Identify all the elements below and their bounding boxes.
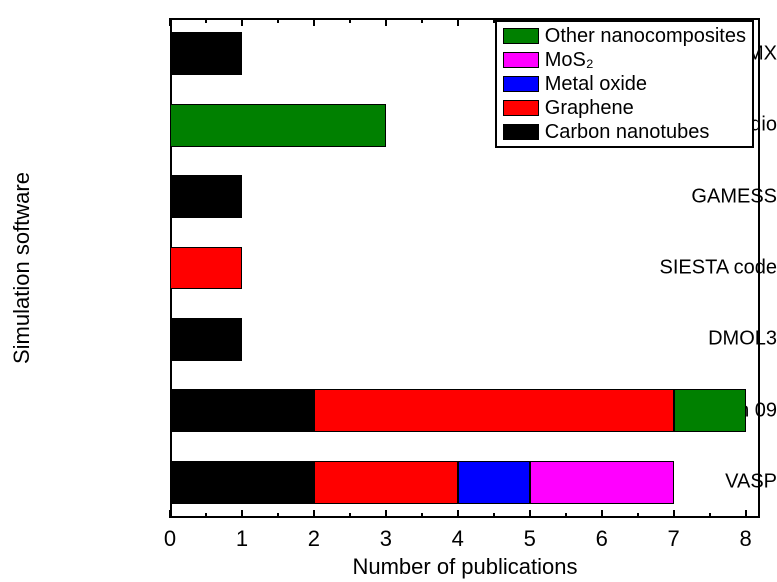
bar-segment: [170, 247, 242, 290]
tick-mark: [709, 513, 711, 518]
legend-swatch: [503, 76, 539, 92]
bar-segment: [170, 461, 314, 504]
tick-mark: [493, 513, 495, 518]
legend-label: Carbon nanotubes: [545, 120, 710, 144]
y-tick-label: DMOL3: [619, 328, 777, 351]
legend-item: Graphene: [503, 96, 746, 120]
bar-segment: [458, 461, 530, 504]
bar-segment: [170, 318, 242, 361]
legend-label: Metal oxide: [545, 72, 647, 96]
tick-mark: [241, 510, 243, 518]
y-axis-label: Simulation software: [9, 18, 35, 518]
tick-mark: [421, 18, 423, 23]
tick-mark: [745, 510, 747, 518]
x-tick-label: 7: [668, 526, 680, 552]
bar-segment: [170, 389, 314, 432]
tick-mark: [205, 513, 207, 518]
legend-swatch: [503, 124, 539, 140]
bar-segment: [314, 461, 458, 504]
tick-mark: [313, 510, 315, 518]
legend-label: Other nanocomposites: [545, 24, 746, 48]
legend-item: Other nanocomposites: [503, 24, 746, 48]
legend-swatch: [503, 100, 539, 116]
legend-item: Metal oxide: [503, 72, 746, 96]
legend-label: MoS₂: [545, 48, 594, 72]
x-tick-label: 6: [596, 526, 608, 552]
tick-mark: [349, 18, 351, 23]
tick-mark: [565, 513, 567, 518]
legend-swatch: [503, 28, 539, 44]
x-axis-label: Number of publications: [170, 554, 760, 580]
legend: Other nanocompositesMoS₂Metal oxideGraph…: [495, 20, 754, 148]
bar-segment: [170, 32, 242, 75]
bar-segment: [314, 389, 674, 432]
tick-mark: [277, 513, 279, 518]
bar-segment: [170, 104, 386, 147]
bar-segment: [170, 175, 242, 218]
tick-mark: [313, 18, 315, 26]
x-tick-label: 3: [380, 526, 392, 552]
tick-mark: [457, 18, 459, 26]
legend-swatch: [503, 52, 539, 68]
x-tick-label: 0: [164, 526, 176, 552]
tick-mark: [241, 18, 243, 26]
tick-mark: [457, 510, 459, 518]
x-tick-label: 8: [739, 526, 751, 552]
tick-mark: [601, 510, 603, 518]
x-tick-label: 2: [308, 526, 320, 552]
tick-mark: [421, 513, 423, 518]
chart-container: Simulation software Number of publicatio…: [0, 0, 777, 582]
tick-mark: [637, 513, 639, 518]
legend-item: Carbon nanotubes: [503, 120, 746, 144]
bar-segment: [674, 389, 746, 432]
tick-mark: [169, 510, 171, 518]
tick-mark: [673, 510, 675, 518]
tick-mark: [169, 18, 171, 26]
legend-label: Graphene: [545, 96, 634, 120]
legend-item: MoS₂: [503, 48, 746, 72]
x-tick-label: 5: [524, 526, 536, 552]
tick-mark: [385, 18, 387, 26]
tick-mark: [205, 18, 207, 23]
tick-mark: [277, 18, 279, 23]
tick-mark: [349, 513, 351, 518]
tick-mark: [529, 510, 531, 518]
y-tick-label: GAMESS: [619, 185, 777, 208]
x-tick-label: 1: [236, 526, 248, 552]
tick-mark: [385, 510, 387, 518]
bar-segment: [530, 461, 674, 504]
y-tick-label: SIESTA code: [619, 257, 777, 280]
x-tick-label: 4: [452, 526, 464, 552]
